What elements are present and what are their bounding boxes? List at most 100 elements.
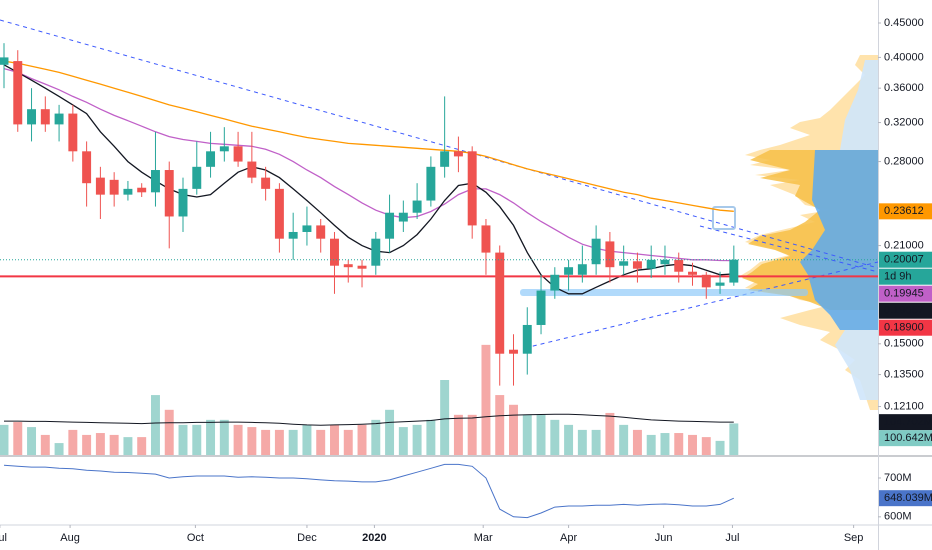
volume-bar: [509, 404, 518, 455]
candle-body: [632, 261, 642, 269]
y-tick-label: 0.36000: [884, 82, 924, 94]
volume-bar: [0, 424, 9, 455]
candle-body: [385, 212, 395, 239]
candle-body: [288, 231, 298, 239]
candle-body: [343, 264, 353, 268]
volume-bar: [646, 434, 656, 455]
candle-body: [398, 212, 408, 222]
volume-bar: [316, 429, 326, 455]
volume-bar: [453, 414, 463, 455]
volume-bar: [688, 434, 697, 455]
profile-buy: [800, 150, 878, 330]
volume-bar: [577, 429, 587, 455]
last-price-badge-bg: [879, 251, 932, 268]
y-tick-label: 0.45000: [884, 17, 924, 29]
highlight-zone: [520, 289, 808, 296]
moving-average: [3, 60, 734, 212]
candle-body: [82, 151, 92, 184]
candle-body: [40, 109, 50, 125]
volume-bar: [40, 434, 50, 455]
candle-body: [54, 113, 64, 125]
candle-body: [137, 187, 147, 193]
candle-body: [357, 265, 367, 269]
profile-upper: [840, 60, 878, 150]
candle-body: [412, 200, 422, 213]
volume-pane: [0, 344, 739, 455]
candle-body: [95, 177, 105, 195]
volume-bar: [150, 395, 160, 455]
candle-body: [150, 170, 160, 193]
candle-body: [123, 188, 133, 195]
ma-badge-bg: [879, 302, 932, 319]
x-tick-label: Apr: [560, 532, 577, 544]
candle-body: [330, 238, 339, 266]
volume-bar: [288, 429, 298, 455]
volume-bar: [82, 434, 92, 455]
candle-body: [247, 161, 257, 178]
candle-body: [564, 267, 574, 275]
y-tick-label: 0.40000: [884, 51, 924, 63]
volume-bar: [302, 424, 312, 455]
x-tick-label: Jun: [655, 532, 673, 544]
candle-body: [522, 324, 532, 354]
volume-bar: [137, 437, 147, 455]
volume-bar: [206, 419, 216, 455]
candle-body: [536, 290, 546, 325]
ma-badge: 0.23612: [884, 205, 924, 217]
volume-bar: [467, 414, 477, 455]
profile-lower: [835, 330, 878, 400]
price-pane: [0, 43, 878, 519]
candle-body: [274, 188, 284, 239]
candle-body: [13, 61, 23, 125]
volume-bar: [522, 414, 532, 455]
volume-bar: [123, 437, 133, 455]
candle-body: [302, 225, 312, 232]
axes: 0.45000 0.40000 0.36000 0.32000 0.28000 0.210…: [0, 17, 932, 544]
volume-bar: [247, 427, 257, 455]
volume-bar: [715, 440, 725, 455]
ma-badge: 0.19945: [884, 288, 924, 300]
candle-body: [440, 151, 450, 167]
volume-bar: [357, 424, 367, 455]
candle-body: [68, 113, 78, 152]
volume-bar: [68, 429, 78, 455]
ma-badge-bg: [879, 285, 932, 302]
candle-body: [605, 241, 615, 268]
candle-body: [453, 151, 463, 157]
candle-body: [27, 109, 37, 125]
volume-bar: [550, 419, 560, 455]
countdown-bg: [879, 268, 932, 285]
volume-bar: [385, 409, 395, 455]
x-tick-label: Jul: [725, 532, 739, 544]
candle-body: [495, 252, 505, 354]
candle-body: [206, 151, 216, 167]
candle-body: [178, 188, 188, 217]
candle-body: [715, 282, 725, 286]
candle-body: [509, 349, 518, 354]
volume-bar: [261, 429, 271, 455]
ma-badge-bg: [879, 203, 932, 220]
volume-bar: [398, 427, 408, 455]
x-tick-label: Mar: [474, 532, 493, 544]
volume-bar: [330, 424, 339, 455]
candle-body: [316, 225, 326, 239]
candle-body: [426, 166, 436, 201]
y-tick-label: 700M: [884, 472, 912, 484]
volume-bar: [192, 424, 202, 455]
line-badge-bg: [879, 319, 932, 336]
candle-body: [550, 274, 560, 291]
x-tick-label: Oct: [187, 532, 204, 544]
volume-bar: [27, 427, 37, 455]
volume-bar: [660, 433, 670, 455]
volume-bar: [619, 424, 629, 455]
moving-average: [3, 64, 734, 295]
candle-body: [729, 259, 739, 283]
marker-icon: [712, 206, 736, 230]
drawings: [0, 19, 879, 349]
y-tick-label: 600M: [884, 511, 912, 523]
volume-bar: [54, 443, 64, 455]
candle-body: [164, 170, 174, 217]
candle-body: [688, 271, 697, 275]
volume-bar: [495, 395, 505, 455]
